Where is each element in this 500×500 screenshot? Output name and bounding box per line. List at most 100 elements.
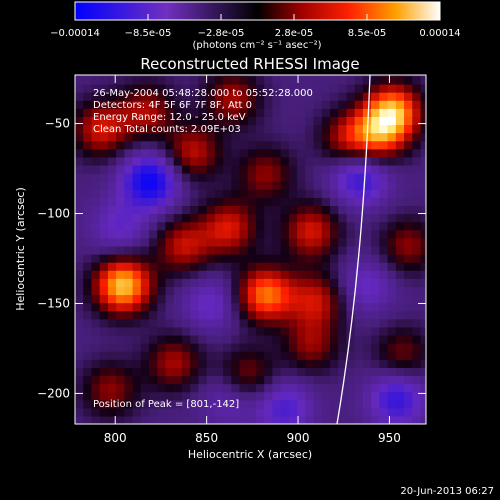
heatmap-cell — [297, 407, 306, 417]
heatmap-cell — [321, 213, 331, 223]
heatmap-cell — [297, 334, 306, 344]
heatmap-cell — [362, 343, 372, 352]
heatmap-cell — [338, 399, 348, 409]
heatmap-cell — [83, 75, 93, 77]
heatmap-cell — [75, 189, 84, 198]
heatmap-cell — [132, 302, 142, 312]
heatmap-cell — [330, 164, 339, 174]
heatmap-cell — [354, 132, 364, 142]
heatmap-cell — [223, 294, 232, 304]
heatmap-cell — [181, 375, 191, 385]
heatmap-cell — [379, 189, 389, 198]
heatmap-cell — [239, 148, 249, 158]
heatmap-cell — [255, 367, 265, 377]
heatmap-cell — [223, 164, 232, 174]
heatmap-cell — [354, 181, 364, 190]
heatmap-cell — [99, 140, 109, 150]
heatmap-cell — [116, 351, 125, 360]
heatmap-cell — [280, 140, 290, 150]
heatmap-cell — [223, 245, 232, 255]
heatmap-cell — [239, 278, 249, 287]
heatmap-cell — [75, 383, 84, 393]
heatmap-cell — [157, 75, 167, 77]
heatmap-cell — [214, 318, 224, 328]
heatmap-cell — [107, 383, 117, 393]
heatmap-cell — [412, 116, 422, 126]
heatmap-cell — [338, 124, 348, 134]
heatmap-cell — [190, 173, 199, 182]
heatmap-cell — [404, 229, 413, 239]
heatmap-cell — [149, 318, 158, 328]
heatmap-cell — [173, 156, 183, 166]
heatmap-cell — [181, 286, 191, 296]
heatmap-cell — [165, 221, 175, 231]
heatmap-cell — [198, 92, 208, 101]
heatmap-cell — [330, 351, 339, 360]
heatmap-cell — [206, 205, 216, 215]
heatmap-cell — [107, 197, 117, 207]
heatmap-cell — [321, 75, 331, 85]
heatmap-cell — [99, 108, 109, 117]
heatmap-cell — [99, 245, 109, 255]
heatmap-cell — [149, 343, 158, 352]
heatmap-cell — [371, 302, 380, 312]
heatmap-cell — [379, 173, 389, 182]
heatmap-cell — [387, 407, 397, 417]
heatmap-cell — [288, 375, 298, 385]
heatmap-cell — [91, 75, 101, 85]
heatmap-cell — [305, 213, 315, 223]
heatmap-cell — [239, 100, 249, 109]
heatmap-cell — [297, 156, 306, 166]
heatmap-cell — [107, 164, 117, 174]
heatmap-cell — [346, 278, 356, 287]
heatmap-cell — [247, 270, 257, 279]
heatmap-cell — [371, 254, 380, 263]
heatmap-cell — [280, 351, 290, 360]
heatmap-cell — [75, 334, 84, 344]
heatmap-cell — [313, 92, 323, 101]
heatmap-cell — [239, 124, 249, 134]
heatmap-cell — [272, 75, 282, 85]
heatmap-cell — [157, 189, 167, 198]
heatmap-cell — [247, 75, 257, 77]
heatmap-cell — [264, 383, 274, 393]
heatmap-cell — [91, 116, 101, 126]
heatmap-cell — [387, 83, 397, 93]
heatmap-cell — [124, 318, 134, 328]
heatmap-cell — [379, 75, 389, 77]
heatmap-cell — [116, 197, 125, 207]
heatmap-cell — [330, 181, 339, 190]
heatmap-cell — [255, 213, 265, 223]
heatmap-cell — [173, 391, 183, 401]
heatmap-cell — [387, 221, 397, 231]
heatmap-cell — [420, 100, 426, 109]
heatmap-cell — [190, 407, 199, 417]
heatmap-cell — [280, 156, 290, 166]
heatmap-cell — [157, 83, 167, 93]
heatmap-cell — [206, 164, 216, 174]
heatmap-cell — [272, 132, 282, 142]
heatmap-cell — [354, 407, 364, 417]
heatmap-cell — [395, 237, 405, 247]
image-area — [75, 75, 426, 424]
heatmap-cell — [91, 83, 101, 93]
heatmap-cell — [313, 278, 323, 287]
heatmap-cell — [75, 391, 84, 401]
heatmap-cell — [305, 262, 315, 271]
heatmap-cell — [321, 294, 331, 304]
heatmap-cell — [206, 310, 216, 320]
heatmap-cell — [420, 278, 426, 287]
heatmap-cell — [330, 415, 339, 424]
heatmap-cell — [157, 415, 167, 424]
heatmap-cell — [371, 407, 380, 417]
heatmap-cell — [404, 197, 413, 207]
heatmap-cell — [99, 205, 109, 215]
heatmap-cell — [149, 286, 158, 296]
heatmap-cell — [214, 181, 224, 190]
heatmap-cell — [239, 254, 249, 263]
heatmap-cell — [387, 124, 397, 134]
heatmap-cell — [362, 334, 372, 344]
heatmap-cell — [181, 310, 191, 320]
heatmap-cell — [198, 108, 208, 117]
heatmap-cell — [297, 205, 306, 215]
